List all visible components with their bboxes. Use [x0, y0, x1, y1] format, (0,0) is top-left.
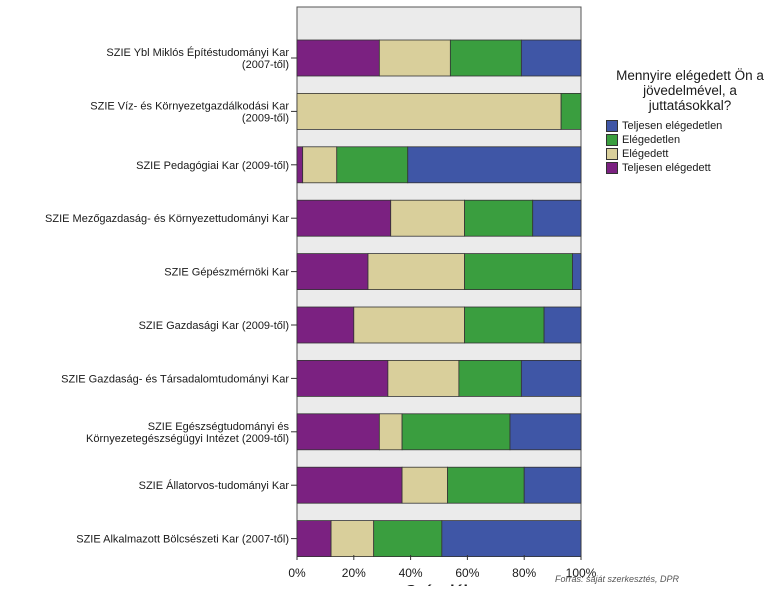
- bar-segment: [330, 520, 375, 557]
- legend-label: Elégedett: [622, 148, 669, 160]
- bar-segment: [572, 253, 582, 291]
- category-label: Környezetegészségügyi Intézet (2009-től): [86, 433, 289, 445]
- category-label: (2009-től): [242, 112, 289, 124]
- category-label: SZIE Egészségtudományi és: [148, 421, 290, 433]
- bar-segment: [407, 146, 582, 184]
- bar-segment: [296, 199, 392, 237]
- bar-segment: [401, 413, 511, 451]
- category-label: SZIE Gazdaság- és Társadalomtudományi Ka…: [61, 373, 289, 385]
- bar-segment: [441, 520, 582, 557]
- x-tick-label: 80%: [512, 566, 536, 580]
- bar-segment: [560, 93, 582, 130]
- category-label: SZIE Ybl Miklós Építéstudományi Kar: [106, 46, 289, 59]
- legend-label: Teljesen elégedett: [622, 162, 711, 174]
- bar-segment: [387, 359, 460, 397]
- category-label: (2007-től): [242, 59, 289, 71]
- bar-segment: [464, 306, 545, 344]
- category-label: SZIE Állatorvos-tudományi Kar: [139, 479, 290, 492]
- category-label: SZIE Mezőgazdaság- és Környezettudományi…: [45, 213, 289, 225]
- bar-segment: [520, 359, 582, 397]
- legend-swatch: [606, 120, 618, 132]
- legend-item-teljesen-elegedetlen: Teljesen elégedetlen: [606, 119, 774, 133]
- bar-segment: [447, 466, 525, 504]
- x-tick-label: 0%: [288, 566, 306, 580]
- bar-segment: [296, 39, 380, 77]
- bar-segment: [373, 520, 443, 557]
- category-label: SZIE Víz- és Környezetgazdálkodási Kar: [90, 100, 289, 112]
- bar-segment: [520, 39, 582, 77]
- bar-segment: [296, 359, 389, 397]
- bar-segment: [367, 253, 465, 291]
- bar-segment: [296, 306, 355, 344]
- bar-segment: [390, 199, 465, 237]
- legend-item-teljesen-elegedett: Teljesen elégedett: [606, 161, 774, 175]
- legend: Mennyire elégedett Ön a jövedelmével, a …: [606, 68, 774, 175]
- bar-segment: [458, 359, 522, 397]
- legend-item-elegedetlen: Elégedetlen: [606, 133, 774, 147]
- legend-swatch: [606, 148, 618, 160]
- legend-title: Mennyire elégedett Ön a jövedelmével, a …: [616, 68, 764, 113]
- bar-segment: [464, 199, 534, 237]
- legend-label: Teljesen elégedetlen: [622, 120, 723, 132]
- x-tick-label: 60%: [455, 566, 479, 580]
- bar-segment: [378, 39, 451, 77]
- category-label: SZIE Gépészmérnöki Kar: [164, 267, 289, 279]
- bar-segment: [296, 520, 332, 557]
- bar-segment: [302, 146, 338, 184]
- bar-segment: [543, 306, 582, 344]
- x-tick-label: 40%: [399, 566, 423, 580]
- bar-segment: [464, 253, 573, 291]
- bar-segment: [296, 253, 369, 291]
- x-tick-label: 20%: [342, 566, 366, 580]
- category-label: SZIE Alkalmazott Bölcsészeti Kar (2007-t…: [76, 534, 289, 546]
- bar-segment: [296, 93, 562, 130]
- category-label: SZIE Pedagógiai Kar (2009-től): [136, 160, 289, 172]
- bar-segment: [336, 146, 409, 184]
- legend-swatch: [606, 134, 618, 146]
- legend-label: Elégedetlen: [622, 134, 681, 146]
- category-label: SZIE Gazdasági Kar (2009-től): [139, 320, 289, 332]
- bar-segment: [401, 466, 448, 504]
- bar-segment: [449, 39, 522, 77]
- x-tick-label: 100%: [566, 566, 597, 580]
- bar-segment: [523, 466, 582, 504]
- bar-segment: [296, 146, 304, 184]
- bar-segment: [532, 199, 582, 237]
- legend-swatch: [606, 162, 618, 174]
- bar-segment: [509, 413, 582, 451]
- bar-segment: [378, 413, 403, 451]
- bar-segment: [353, 306, 465, 344]
- bar-segment: [296, 466, 403, 504]
- source-note: Forrás: saját szerkesztés, DPR: [555, 574, 680, 584]
- bar-segment: [296, 413, 380, 451]
- legend-item-elegedett: Elégedett: [606, 147, 774, 161]
